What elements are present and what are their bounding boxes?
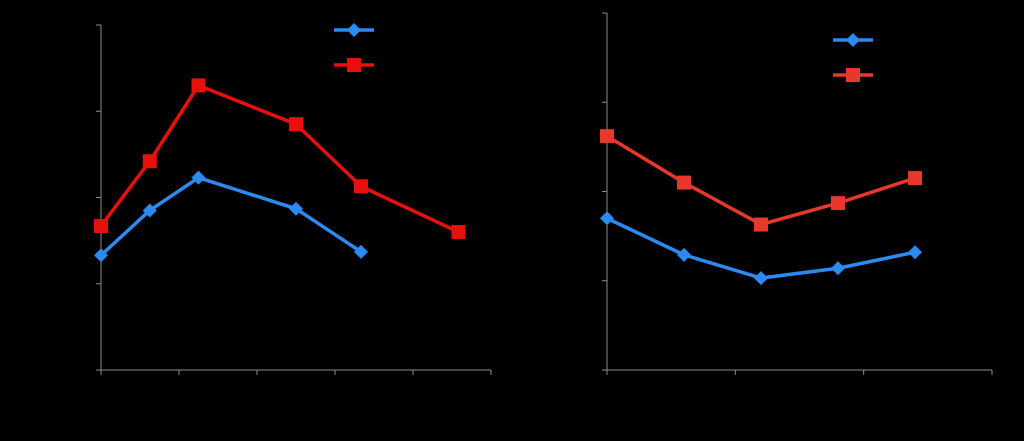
data-point-diamond xyxy=(94,248,108,263)
data-point-diamond xyxy=(191,170,206,185)
data-point-diamond xyxy=(908,245,922,260)
right-line-chart xyxy=(600,12,993,375)
data-point-diamond xyxy=(677,247,691,262)
legend-marker-diamond xyxy=(347,23,361,37)
data-point-diamond xyxy=(600,211,614,226)
data-point-diamond xyxy=(754,271,768,286)
series-2 xyxy=(600,129,922,232)
data-point-square xyxy=(677,175,691,190)
data-point-square xyxy=(289,117,303,132)
series-line xyxy=(605,134,917,227)
legend-marker-square xyxy=(347,58,361,72)
legend-entry-2 xyxy=(334,58,374,72)
left-line-chart xyxy=(94,23,492,375)
legend-marker-diamond xyxy=(846,33,860,47)
data-point-square xyxy=(94,218,108,233)
data-point-square xyxy=(191,78,206,93)
data-point-square xyxy=(142,154,157,169)
legend-entry-1 xyxy=(833,33,873,47)
legend-entry-2 xyxy=(833,68,873,82)
legend-entry-1 xyxy=(334,23,374,37)
data-point-square xyxy=(831,196,845,211)
data-point-diamond xyxy=(354,244,368,259)
legend-marker-square xyxy=(846,68,860,82)
series-2 xyxy=(94,78,466,239)
series-1 xyxy=(600,211,922,286)
data-point-square xyxy=(600,129,614,144)
series-1 xyxy=(94,170,368,263)
data-point-square xyxy=(908,171,922,186)
series-line xyxy=(99,175,363,258)
data-point-square xyxy=(754,217,768,232)
data-point-square xyxy=(354,179,368,194)
data-point-diamond xyxy=(831,261,845,276)
data-point-diamond xyxy=(289,201,303,216)
data-point-diamond xyxy=(142,203,157,218)
series-line xyxy=(99,83,461,234)
data-point-square xyxy=(451,225,466,239)
